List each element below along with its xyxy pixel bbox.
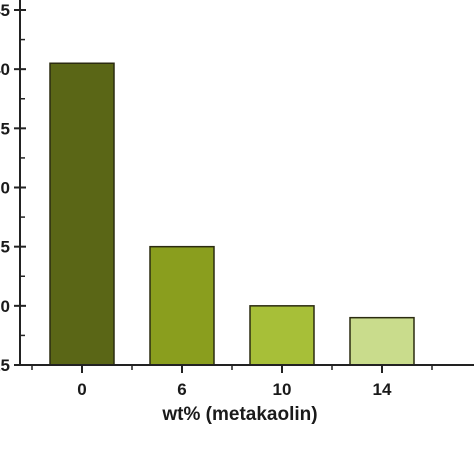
y-tick-label: 20 (0, 297, 10, 316)
y-tick-label: 15 (0, 356, 10, 375)
bar-10 (249, 305, 315, 366)
y-tick-label: 35 (0, 119, 10, 138)
bar-14 (349, 316, 415, 366)
y-ticks-group: 15 20 25 30 35 40 45 (0, 1, 26, 375)
x-tick-label-0: 0 (77, 380, 86, 399)
y-tick-label: 45 (0, 1, 10, 20)
y-tick-label: 30 (0, 179, 10, 198)
x-tick-label-14: 14 (373, 380, 392, 399)
x-tick-label-10: 10 (273, 380, 292, 399)
y-tick-label: 25 (0, 238, 10, 257)
y-tick-label: 40 (0, 60, 10, 79)
bars-group (49, 62, 415, 366)
bar-0 (49, 62, 115, 366)
bar-6 (149, 245, 215, 366)
x-axis-title: wt% (metakaolin) (161, 404, 317, 425)
x-tick-label-6: 6 (177, 380, 186, 399)
x-ticks-group: 0 6 10 14 (31, 365, 433, 399)
